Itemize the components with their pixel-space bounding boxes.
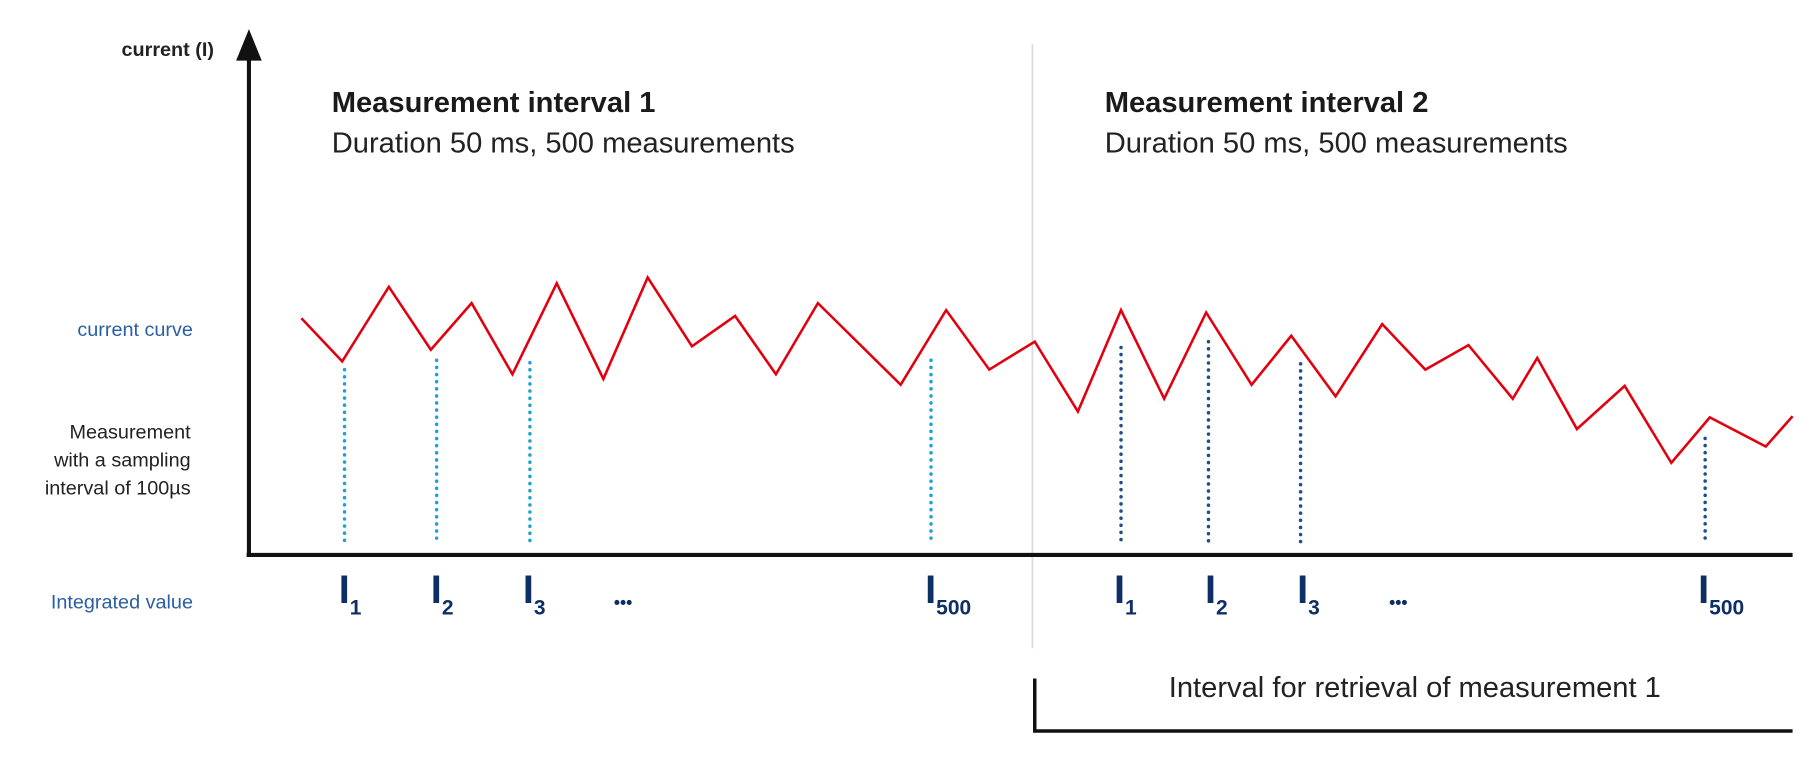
y-axis-arrow-icon [236, 29, 262, 61]
legend-current-curve: current curve [77, 319, 193, 341]
interval-1-title: Measurement interval 1 [332, 87, 656, 119]
interval-2-subtitle: Duration 50 ms, 500 measurements [1105, 128, 1568, 160]
integrated-label: I3 [523, 568, 546, 620]
integrated-label: I1 [1114, 568, 1137, 620]
ellipsis: ••• [614, 593, 632, 613]
integrated-label: I1 [339, 568, 362, 620]
legend-measurement-line-3: interval of 100µs [45, 477, 191, 499]
retrieval-bracket [1033, 678, 1793, 733]
interval-2-title: Measurement interval 2 [1105, 87, 1429, 119]
current-curve [300, 274, 1794, 466]
integrated-label: I2 [1205, 568, 1228, 620]
ellipsis: ••• [1389, 593, 1407, 613]
integrated-label: I500 [925, 568, 971, 620]
y-axis-label: current (I) [121, 39, 213, 61]
integrated-label: I3 [1297, 568, 1320, 620]
legend-measurement-line-2: with a sampling [53, 449, 191, 471]
legend-integrated-value: Integrated value [51, 592, 193, 614]
legend-measurement-line-1: Measurement [69, 421, 191, 443]
integrated-label: I2 [431, 568, 454, 620]
integrated-label: I500 [1698, 568, 1744, 620]
interval-1-subtitle: Duration 50 ms, 500 measurements [332, 128, 795, 160]
retrieval-label: Interval for retrieval of measurement 1 [1169, 672, 1661, 704]
